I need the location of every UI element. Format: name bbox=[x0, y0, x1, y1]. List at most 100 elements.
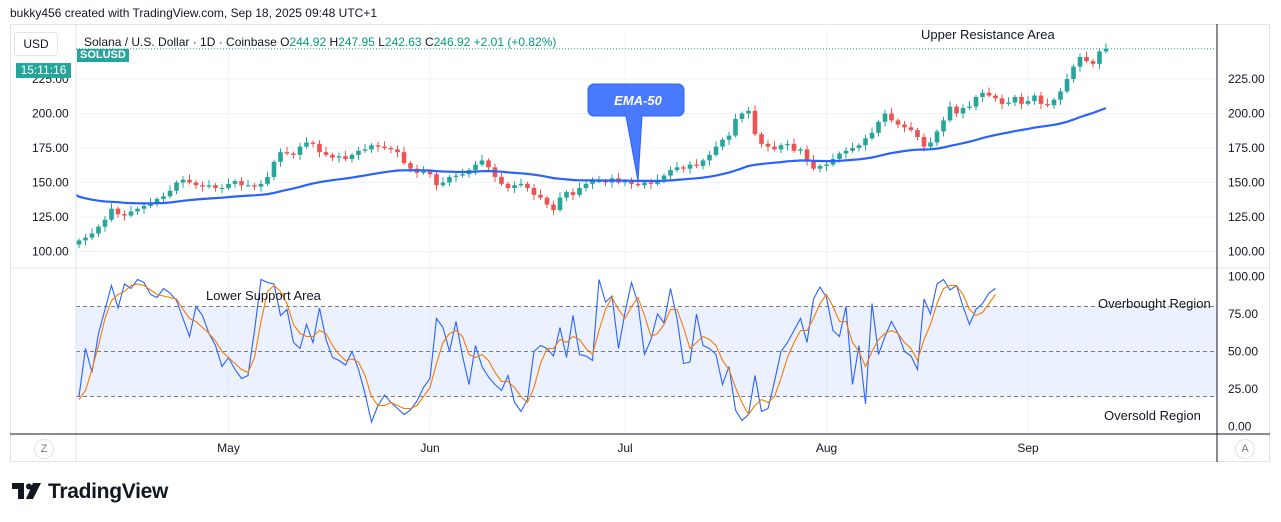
candle-body bbox=[323, 152, 329, 155]
candle-body bbox=[648, 182, 654, 184]
candle-body bbox=[850, 148, 855, 151]
candle-body bbox=[895, 120, 901, 125]
price-tick-label: 125.00 bbox=[1228, 210, 1265, 224]
symbol-title: Solana / U.S. Dollar · 1D · Coinbase bbox=[84, 35, 277, 49]
high-value: 247.95 bbox=[338, 35, 375, 49]
symbol-badge: SOLUSD bbox=[77, 49, 129, 62]
candle-body bbox=[915, 130, 920, 137]
price-tick-label-left: 175.00 bbox=[32, 141, 69, 155]
candle-body bbox=[356, 150, 361, 155]
candle-body bbox=[122, 214, 127, 216]
candle-body bbox=[440, 182, 446, 186]
candle-body bbox=[642, 182, 647, 186]
price-tick-label: 100.00 bbox=[1228, 244, 1265, 258]
candle-body bbox=[291, 153, 296, 155]
candle-body bbox=[252, 185, 257, 187]
stochastic-lines bbox=[78, 278, 996, 424]
candle-body bbox=[297, 146, 303, 155]
candle-body bbox=[739, 113, 745, 120]
candle-body bbox=[427, 171, 433, 175]
candle-body bbox=[941, 120, 946, 132]
candle-body bbox=[1032, 95, 1037, 102]
candle-body bbox=[219, 188, 225, 189]
candle-body bbox=[596, 181, 602, 183]
candle-body bbox=[193, 182, 199, 186]
candle-body bbox=[603, 181, 608, 183]
candle-body bbox=[720, 139, 725, 147]
ema-line bbox=[75, 107, 1107, 205]
candle-body bbox=[902, 124, 907, 128]
candle-body bbox=[317, 143, 322, 153]
candle-body bbox=[525, 183, 530, 188]
candle-body bbox=[128, 211, 134, 216]
candle-body bbox=[447, 176, 452, 183]
candle-body bbox=[1045, 103, 1050, 106]
candle-body bbox=[245, 185, 251, 187]
stochastic-bands bbox=[76, 306, 1217, 397]
candle-body bbox=[83, 237, 88, 241]
candle-body bbox=[811, 160, 816, 169]
candle-body bbox=[531, 188, 537, 195]
candle-body bbox=[336, 156, 342, 158]
stoch-d-line bbox=[78, 283, 996, 416]
candle-body bbox=[161, 196, 166, 200]
candle-body bbox=[1025, 101, 1031, 104]
candle-body bbox=[89, 233, 95, 238]
currency-button[interactable]: USD bbox=[14, 32, 58, 56]
candle-body bbox=[239, 181, 244, 186]
candle-body bbox=[1019, 96, 1024, 104]
candle-body bbox=[284, 152, 290, 154]
candle-body bbox=[395, 149, 400, 153]
overbought-label: Overbought Region bbox=[1098, 296, 1211, 311]
ema-callout-label: EMA-50 bbox=[614, 93, 662, 108]
price-tick-label-left: 100.00 bbox=[32, 244, 69, 258]
close-label: C bbox=[424, 35, 434, 49]
candle-body bbox=[876, 121, 881, 133]
candle-body bbox=[473, 164, 478, 171]
log-scale-toggle[interactable]: Z bbox=[34, 439, 54, 459]
candle-body bbox=[993, 95, 998, 99]
candle-body bbox=[1064, 79, 1070, 92]
candle-body bbox=[798, 149, 803, 151]
chart-legend: Solana / U.S. Dollar · 1D · Coinbase O24… bbox=[84, 35, 556, 49]
candle-body bbox=[232, 181, 238, 184]
candle-body bbox=[362, 149, 368, 151]
candle-body bbox=[310, 142, 316, 144]
high-label: H bbox=[329, 35, 339, 49]
open-value: 244.92 bbox=[289, 35, 327, 49]
candle-body bbox=[1006, 102, 1011, 104]
candle-body bbox=[843, 150, 849, 154]
candle-body bbox=[154, 199, 160, 204]
candle-body bbox=[102, 219, 108, 227]
candle-body bbox=[401, 152, 407, 164]
chart-credit: bukky456 created with TradingView.com, S… bbox=[10, 6, 378, 20]
candle-body bbox=[999, 98, 1005, 104]
candle-body bbox=[304, 142, 309, 147]
price-tick-label: 225.00 bbox=[1228, 72, 1265, 86]
stoch-tick-label: 25.00 bbox=[1228, 382, 1258, 396]
candle-body bbox=[278, 152, 283, 162]
brand-name: TradingView bbox=[48, 480, 169, 503]
auto-scale-toggle[interactable]: A bbox=[1235, 439, 1255, 459]
candle-body bbox=[570, 192, 576, 195]
candle-body bbox=[167, 190, 173, 197]
candle-body bbox=[577, 188, 582, 195]
time-tick-label: Aug bbox=[816, 441, 837, 455]
candle-body bbox=[1103, 48, 1109, 52]
tradingview-logo[interactable]: TradingView bbox=[12, 480, 168, 504]
price-tick-label: 150.00 bbox=[1228, 175, 1265, 189]
candle-body bbox=[882, 113, 888, 122]
candle-body bbox=[505, 183, 511, 188]
candle-body bbox=[258, 183, 264, 187]
candle-body bbox=[349, 154, 355, 160]
candle-body bbox=[947, 106, 953, 121]
candle-body bbox=[564, 192, 569, 198]
time-tick-label: Jul bbox=[617, 441, 632, 455]
candle-body bbox=[206, 185, 212, 187]
candle-body bbox=[551, 204, 556, 211]
candle-body bbox=[1077, 56, 1083, 67]
candle-body bbox=[960, 108, 966, 114]
chart-frame bbox=[10, 24, 1270, 462]
candle-body bbox=[330, 154, 335, 158]
